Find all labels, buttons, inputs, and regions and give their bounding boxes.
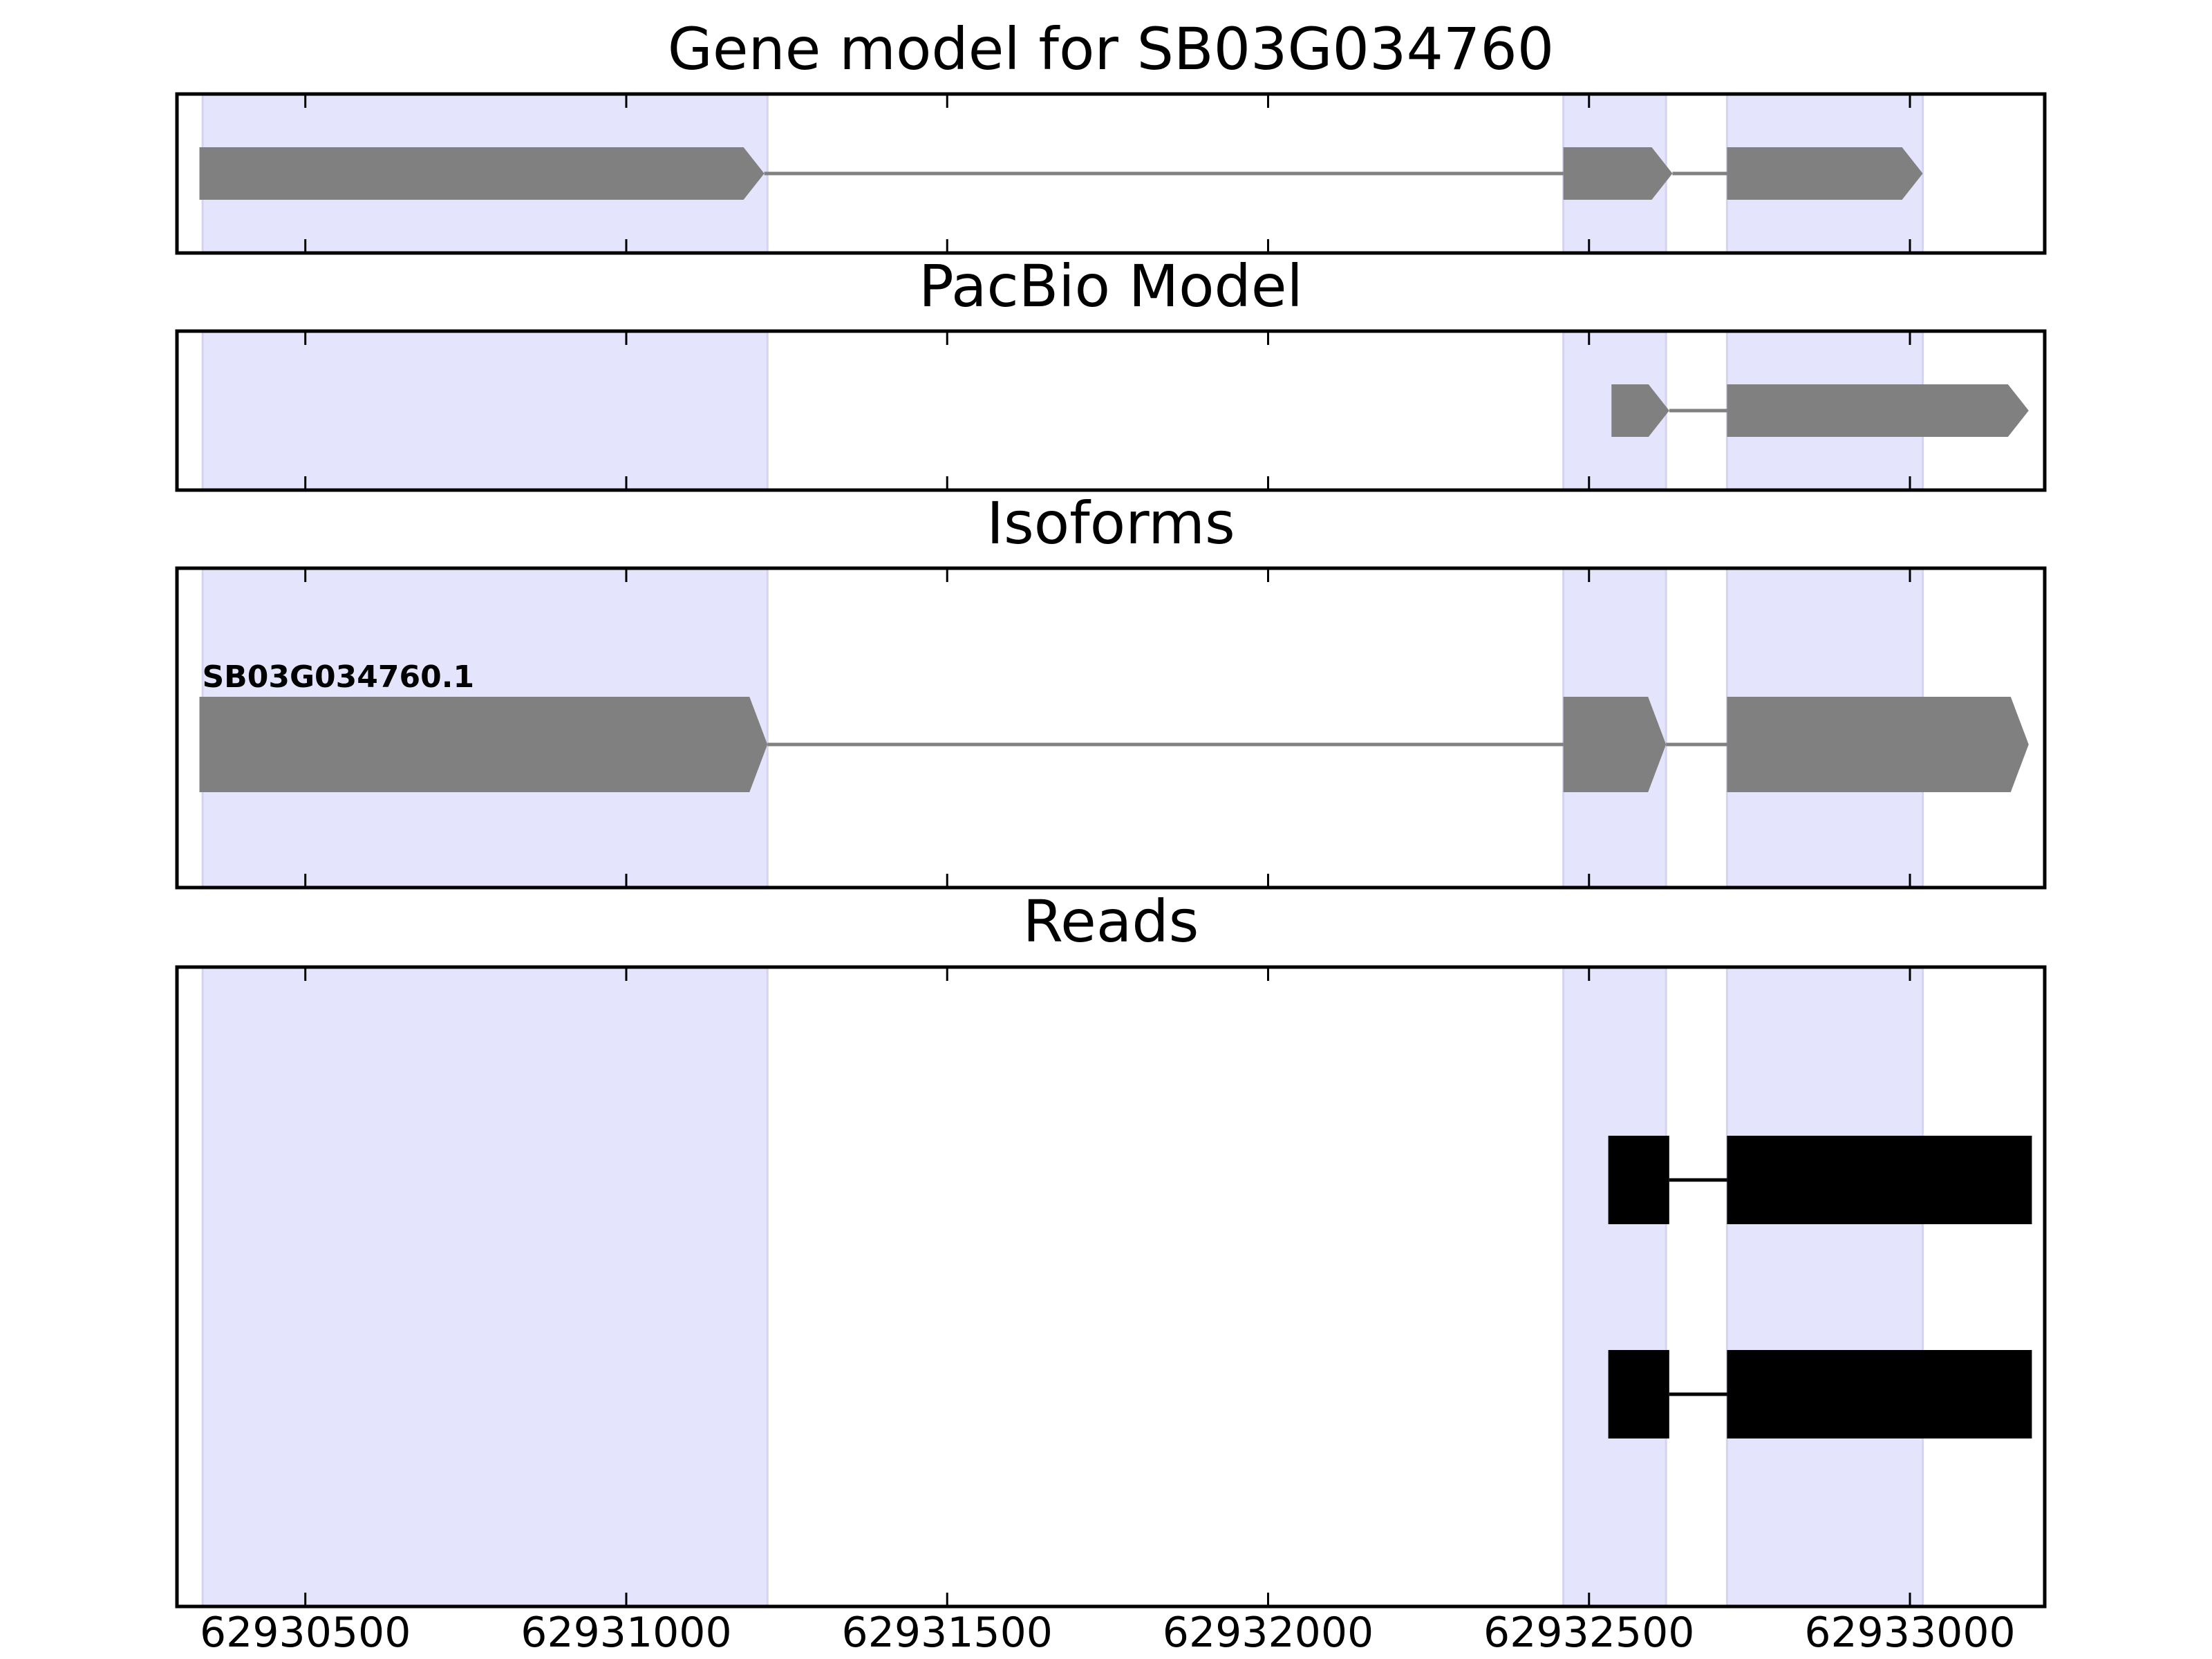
exon-2: [1727, 384, 2029, 437]
panels-layer: Gene model for SB03G034760 PacBio Model Is…: [175, 15, 2047, 1657]
read-1: [1608, 1136, 2032, 1224]
axes-frame: [175, 92, 2047, 255]
highlight-region-2: [1562, 966, 1667, 1608]
panel-title: PacBio Model: [919, 252, 1303, 320]
x-tick-label: 62933000: [1804, 1609, 2015, 1657]
x-tick-label: 62932000: [1163, 1609, 1374, 1657]
exon-2: [1727, 1136, 2032, 1224]
highlight-region-3: [1725, 966, 1924, 1608]
exon-2: [1563, 697, 1667, 792]
panel-1: Gene model for SB03G034760: [175, 15, 2047, 255]
x-tick-label: 62931500: [842, 1609, 1053, 1657]
axes-frame: [175, 965, 2047, 1609]
axes-frame: [175, 566, 2047, 890]
panel-3: Isoforms SB03G034760.1: [175, 489, 2047, 890]
exon-3: [1727, 697, 2029, 792]
panel-2: PacBio Model: [175, 252, 2047, 492]
exon-1: [1608, 1136, 1669, 1224]
exon-1: [1608, 1350, 1669, 1438]
gene-feature-1: [199, 147, 1923, 200]
x-tick-label: 62930500: [200, 1609, 411, 1657]
exon-2: [1563, 147, 1673, 200]
isoform-label: SB03G034760.1: [202, 659, 474, 695]
gene-feature-1: [1611, 384, 2029, 437]
exon-1: [1611, 384, 1669, 437]
x-tick-label: 62931000: [521, 1609, 731, 1657]
read-2: [1608, 1350, 2032, 1438]
gene-feature-1: SB03G034760.1: [199, 659, 2029, 792]
panel-title: Isoforms: [986, 489, 1235, 557]
highlight-region-1: [201, 966, 769, 1608]
exon-3: [1727, 147, 1923, 200]
exon-1: [199, 697, 768, 792]
exon-1: [199, 147, 765, 200]
x-tick-label: 62932500: [1483, 1609, 1694, 1657]
highlight-region-1: [201, 330, 769, 491]
exon-2: [1727, 1350, 2032, 1438]
panel-title: Gene model for SB03G034760: [668, 15, 1554, 83]
axes-frame: [175, 329, 2047, 492]
panel-title: Reads: [1023, 888, 1199, 955]
panel-4: Reads 62930500 62931000 62931500 62932000 629…: [175, 888, 2047, 1657]
